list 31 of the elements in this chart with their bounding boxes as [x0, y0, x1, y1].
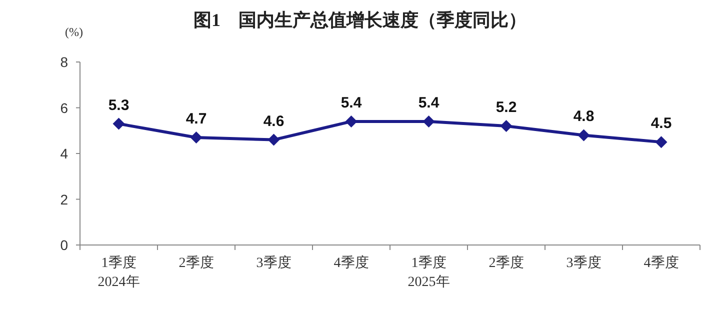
x-tick-label: 4季度: [334, 255, 369, 271]
data-label: 4.8: [573, 108, 594, 126]
point: [655, 136, 668, 148]
data-label: 5.3: [108, 96, 130, 114]
x-tick-label: 4季度: [644, 255, 679, 271]
x-tick-label: 2季度: [488, 255, 524, 271]
x-tick-label: 1季度 2025年: [408, 255, 450, 290]
point: [345, 115, 358, 128]
data-label: 5.2: [496, 99, 517, 116]
point: [268, 134, 280, 146]
y-tick-label: 4: [60, 146, 68, 162]
data-label: 5.4: [418, 94, 440, 112]
point: [500, 120, 512, 132]
x-tick-label: 3季度: [566, 255, 602, 271]
y-axis-title: (%): [65, 25, 83, 39]
x-tick-label: 1季度 2024年: [98, 255, 140, 290]
data-label: 4.7: [186, 110, 207, 128]
x-tick-label: 3季度: [256, 255, 292, 271]
point: [190, 131, 202, 144]
data-label: 4.6: [263, 112, 284, 130]
x-tick-label: 2季度: [178, 255, 214, 271]
data-label: 4.5: [650, 115, 672, 132]
point: [578, 129, 590, 142]
point: [422, 115, 435, 128]
y-tick-label: 0: [60, 237, 68, 253]
data-label: 5.4: [340, 94, 362, 112]
point: [112, 118, 125, 130]
y-tick-label: 6: [60, 100, 68, 116]
chart-title: 图1 国内生产总值增长速度（季度同比）: [194, 10, 526, 30]
y-tick-label: 2: [60, 191, 68, 208]
y-tick-label: 8: [60, 54, 68, 70]
